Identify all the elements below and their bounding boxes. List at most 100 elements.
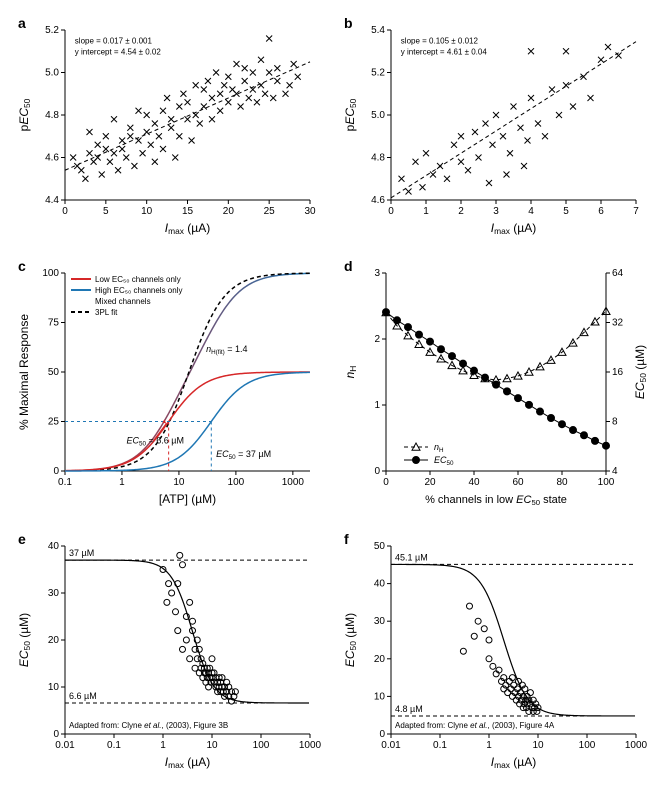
svg-text:slope = 0.017 ± 0.001: slope = 0.017 ± 0.001: [75, 37, 153, 46]
svg-text:EC50 (µM): EC50 (µM): [633, 345, 648, 399]
svg-text:3: 3: [374, 268, 380, 279]
panel-b: b012345674.64.85.05.25.4Imax (µA)pEC50sl…: [336, 10, 654, 245]
svg-text:0.1: 0.1: [107, 740, 121, 751]
svg-text:Adapted from: Clyne et al., (2: Adapted from: Clyne et al., (2003), Figu…: [395, 721, 555, 730]
svg-text:Adapted from: Clyne et al., (2: Adapted from: Clyne et al., (2003), Figu…: [69, 721, 228, 730]
svg-text:20: 20: [223, 206, 235, 217]
svg-text:6.6 µM: 6.6 µM: [69, 691, 97, 701]
svg-text:20: 20: [48, 635, 60, 646]
svg-text:0.01: 0.01: [381, 740, 401, 751]
svg-text:30: 30: [374, 616, 386, 627]
svg-text:20: 20: [374, 654, 386, 665]
svg-text:4: 4: [612, 466, 618, 477]
svg-text:15: 15: [182, 206, 194, 217]
svg-text:10: 10: [206, 740, 218, 751]
svg-text:25: 25: [48, 417, 60, 428]
svg-text:4.8: 4.8: [45, 110, 59, 121]
svg-text:y intercept = 4.61 ± 0.04: y intercept = 4.61 ± 0.04: [401, 48, 488, 57]
svg-text:100: 100: [253, 740, 270, 751]
svg-text:40: 40: [374, 579, 386, 590]
svg-text:45.1 µM: 45.1 µM: [395, 552, 428, 562]
svg-text:EC50 = 37 µM: EC50 = 37 µM: [216, 449, 271, 461]
svg-text:5.0: 5.0: [371, 110, 385, 121]
svg-text:% Maximal Response: % Maximal Response: [17, 314, 31, 430]
svg-text:pEC50: pEC50: [343, 98, 358, 131]
svg-text:30: 30: [48, 588, 60, 599]
svg-text:4.8: 4.8: [371, 153, 385, 164]
svg-text:64: 64: [612, 268, 624, 279]
svg-text:e: e: [18, 531, 26, 547]
panel-e: e0.010.11101001000010203040Imax (µA)EC50…: [10, 526, 328, 781]
svg-text:[ATP] (µM): [ATP] (µM): [159, 492, 216, 506]
svg-text:3: 3: [493, 206, 499, 217]
svg-text:80: 80: [556, 477, 568, 488]
svg-text:0: 0: [383, 477, 389, 488]
svg-text:b: b: [344, 15, 353, 31]
svg-text:1000: 1000: [299, 740, 322, 751]
svg-text:40: 40: [48, 541, 60, 552]
svg-text:1000: 1000: [625, 740, 648, 751]
svg-text:50: 50: [48, 367, 60, 378]
svg-text:60: 60: [512, 477, 524, 488]
svg-text:0: 0: [62, 206, 68, 217]
svg-text:100: 100: [579, 740, 596, 751]
panel-f: f0.010.1110100100001020304050Imax (µA)EC…: [336, 526, 654, 781]
svg-text:1: 1: [374, 400, 380, 411]
svg-text:EC50 = 6.6 µM: EC50 = 6.6 µM: [126, 435, 183, 447]
panel-a: a0510152025304.44.64.85.05.2Imax (µA)pEC…: [10, 10, 328, 245]
svg-text:pEC50: pEC50: [17, 98, 32, 131]
panel-c: c0.111010010000255075100[ATP] (µM)% Maxi…: [10, 253, 328, 518]
svg-text:5: 5: [563, 206, 569, 217]
figure-grid: a0510152025304.44.64.85.05.2Imax (µA)pEC…: [10, 10, 646, 781]
svg-text:4: 4: [528, 206, 534, 217]
svg-text:Imax (µA): Imax (µA): [491, 755, 536, 770]
svg-text:2: 2: [458, 206, 464, 217]
svg-text:16: 16: [612, 367, 624, 378]
svg-text:0: 0: [388, 206, 394, 217]
svg-text:1: 1: [160, 740, 166, 751]
svg-text:3PL fit: 3PL fit: [95, 308, 118, 317]
svg-text:10: 10: [532, 740, 544, 751]
svg-text:0: 0: [53, 466, 59, 477]
svg-text:30: 30: [304, 206, 316, 217]
svg-text:nH(fit) = 1.4: nH(fit) = 1.4: [206, 344, 247, 356]
svg-text:0.01: 0.01: [55, 740, 75, 751]
svg-text:75: 75: [48, 318, 60, 329]
svg-text:EC50 (µM): EC50 (µM): [343, 613, 358, 667]
svg-text:0: 0: [374, 466, 380, 477]
svg-text:slope = 0.105 ± 0.012: slope = 0.105 ± 0.012: [401, 37, 479, 46]
svg-text:c: c: [18, 258, 26, 274]
svg-text:100: 100: [598, 477, 615, 488]
svg-text:5: 5: [103, 206, 109, 217]
svg-text:Low EC₅₀ channels only: Low EC₅₀ channels only: [95, 275, 181, 284]
svg-text:5.0: 5.0: [45, 68, 59, 79]
svg-text:100: 100: [42, 268, 59, 279]
svg-text:1: 1: [423, 206, 429, 217]
svg-text:0: 0: [379, 729, 385, 740]
svg-text:5.2: 5.2: [371, 68, 385, 79]
svg-text:4.6: 4.6: [371, 195, 385, 206]
svg-text:0.1: 0.1: [58, 477, 72, 488]
svg-text:4.4: 4.4: [45, 195, 59, 206]
svg-text:Mixed channels: Mixed channels: [95, 297, 151, 306]
svg-text:5.2: 5.2: [45, 25, 59, 36]
svg-text:7: 7: [633, 206, 639, 217]
svg-text:Imax (µA): Imax (µA): [165, 755, 210, 770]
svg-text:10: 10: [141, 206, 153, 217]
svg-text:10: 10: [48, 682, 60, 693]
svg-text:10: 10: [173, 477, 185, 488]
svg-text:6: 6: [598, 206, 604, 217]
svg-text:EC50: EC50: [434, 455, 454, 467]
svg-text:32: 32: [612, 318, 624, 329]
svg-text:Imax (µA): Imax (µA): [165, 221, 210, 236]
svg-text:% channels in low EC50 state: % channels in low EC50 state: [425, 494, 567, 507]
svg-text:1000: 1000: [282, 477, 305, 488]
svg-text:20: 20: [424, 477, 436, 488]
svg-text:nH: nH: [434, 442, 444, 454]
svg-text:nH: nH: [343, 366, 358, 379]
svg-text:37 µM: 37 µM: [69, 548, 94, 558]
svg-text:2: 2: [374, 334, 380, 345]
svg-text:a: a: [18, 15, 26, 31]
svg-text:1: 1: [486, 740, 492, 751]
svg-text:100: 100: [228, 477, 245, 488]
